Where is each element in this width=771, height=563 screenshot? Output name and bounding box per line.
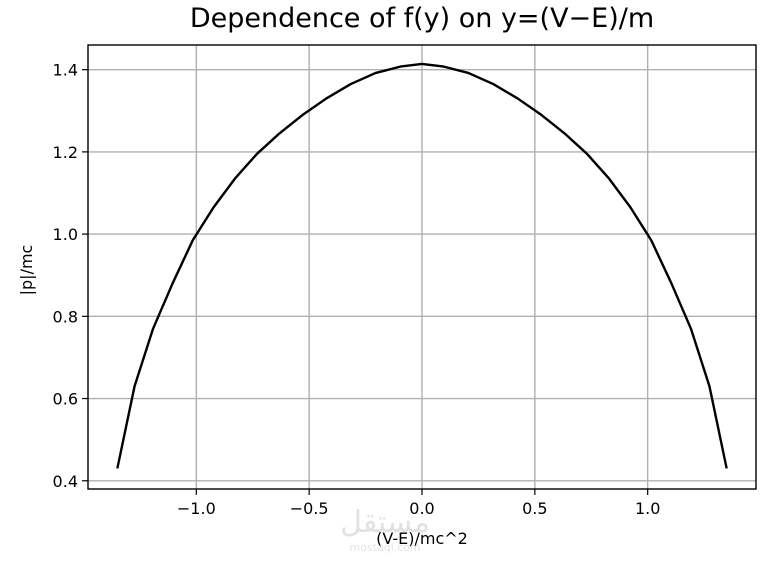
x-tick-label: 1.0 [635,499,660,518]
watermark-subtext: mostaql.com [349,541,420,554]
x-tick-label: −1.0 [177,499,216,518]
y-tick-label: 0.8 [53,307,78,326]
series-layer [116,62,728,469]
x-axis-label: (V-E)/mc^2 [376,529,468,548]
y-tick-label: 0.6 [53,390,78,409]
y-tick-label: 1.2 [53,143,78,162]
chart-title: Dependence of f(y) on y=(V−E)/m [190,3,654,34]
x-tick-label: 0.0 [409,499,434,518]
watermark-logo: مستقل mostaql.com [340,505,430,554]
y-axis-label: |p|/mc [17,245,36,296]
x-tick-label: 0.5 [522,499,547,518]
grid-lines [88,45,756,489]
watermark-text: مستقل [340,505,430,540]
y-tick-label: 1.4 [53,61,78,80]
axis-ticks: −1.0 −0.5 0.0 0.5 1.0 0.4 0.6 0.8 1.0 1.2 1.4 [53,61,661,518]
series-line [116,62,728,469]
y-tick-label: 1.0 [53,225,78,244]
y-tick-label: 0.4 [53,472,78,491]
x-tick-label: −0.5 [290,499,329,518]
